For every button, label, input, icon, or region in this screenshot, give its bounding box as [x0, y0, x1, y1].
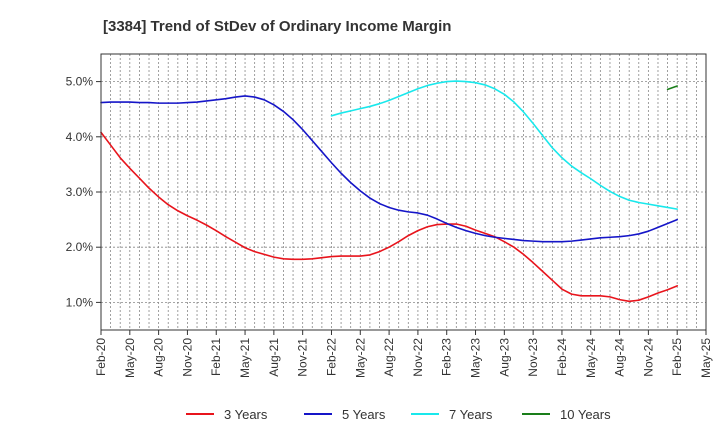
legend-label: 7 Years — [449, 407, 493, 422]
x-tick-label: Feb-22 — [324, 338, 338, 376]
x-tick-label: Nov-20 — [180, 338, 194, 377]
y-tick-label: 3.0% — [66, 185, 94, 199]
y-tick-label: 4.0% — [66, 130, 94, 144]
x-tick-label: Feb-23 — [440, 338, 454, 376]
legend-label: 3 Years — [224, 407, 268, 422]
x-tick-label: Aug-24 — [613, 338, 627, 377]
x-tick-label: Nov-24 — [641, 338, 655, 377]
x-tick-label: May-21 — [238, 338, 252, 378]
y-axis: 1.0% 2.0% 3.0% 4.0% 5.0% — [66, 75, 101, 309]
series-lines — [100, 80, 678, 303]
series-line-7-years — [330, 80, 678, 210]
x-tick-label: May-20 — [123, 338, 137, 378]
chart-title: [3384] Trend of StDev of Ordinary Income… — [103, 18, 451, 35]
x-tick-label: May-25 — [699, 338, 713, 378]
series-line-10-years — [666, 85, 678, 91]
series-line-3-years — [100, 131, 678, 303]
x-tick-label: Nov-21 — [296, 338, 310, 377]
legend-label: 10 Years — [560, 407, 611, 422]
y-tick-label: 1.0% — [66, 295, 94, 309]
x-tick-label: Aug-22 — [382, 338, 396, 377]
legend: 3 Years 5 Years 7 Years 10 Years — [186, 407, 611, 422]
x-tick-label: Feb-20 — [94, 338, 108, 376]
x-tick-label: Aug-23 — [497, 338, 511, 377]
x-tick-label: Aug-20 — [152, 338, 166, 377]
legend-label: 5 Years — [342, 407, 386, 422]
x-tick-label: May-22 — [353, 338, 367, 378]
x-tick-label: Feb-24 — [555, 338, 569, 376]
x-axis: Feb-20 May-20 Aug-20 Nov-20 Feb-21 May-21 Aug-… — [94, 330, 713, 378]
x-tick-label: Feb-25 — [670, 338, 684, 376]
y-tick-label: 5.0% — [66, 75, 94, 89]
x-tick-label: Feb-21 — [209, 338, 223, 376]
x-tick-label: Nov-22 — [411, 338, 425, 377]
x-tick-label: Nov-23 — [526, 338, 540, 377]
series-line-5-years — [100, 95, 678, 243]
x-tick-label: May-24 — [584, 338, 598, 378]
x-tick-label: May-23 — [469, 338, 483, 378]
x-tick-label: Aug-21 — [267, 338, 281, 377]
y-tick-label: 2.0% — [66, 240, 94, 254]
